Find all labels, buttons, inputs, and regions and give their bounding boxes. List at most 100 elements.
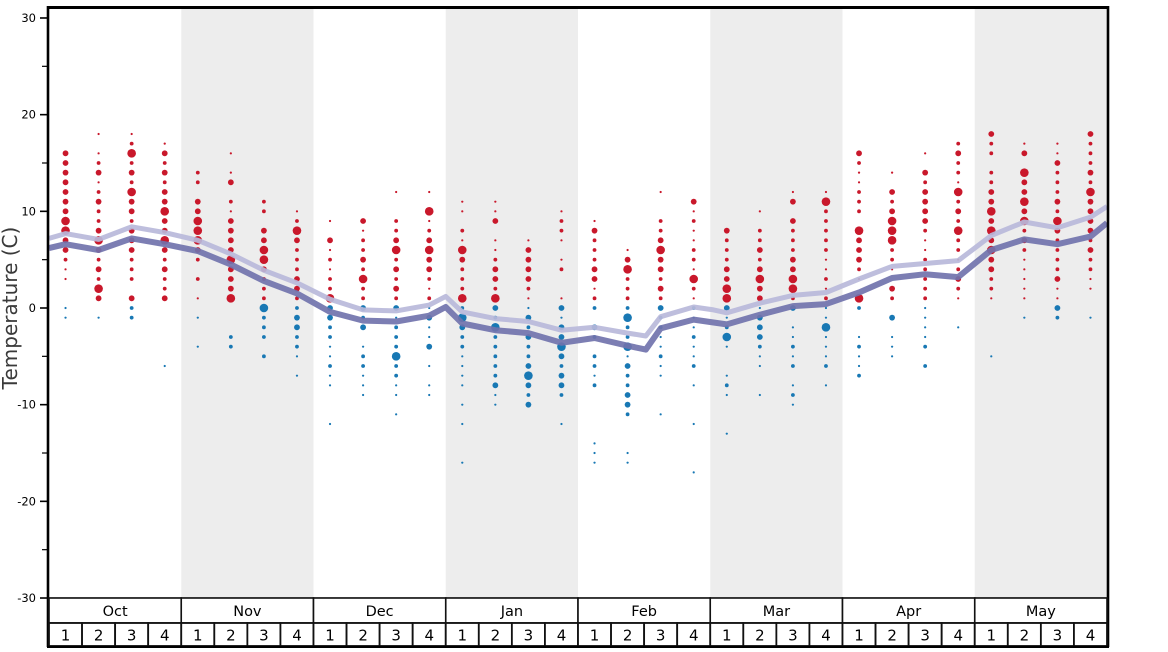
temp-dot-red xyxy=(758,210,761,213)
temp-dot-red xyxy=(824,296,828,301)
temp-dot-blue xyxy=(691,335,696,339)
temp-dot-blue xyxy=(857,364,861,368)
temp-dot-blue xyxy=(692,345,695,348)
temp-dot-red xyxy=(1021,208,1028,215)
temp-dot-red xyxy=(295,267,299,272)
temp-dot-red xyxy=(723,227,730,234)
month-label: Apr xyxy=(896,604,921,620)
temp-dot-red xyxy=(923,228,928,233)
temp-dot-red xyxy=(358,274,368,284)
temp-dot-red xyxy=(460,267,465,272)
temp-dot-red xyxy=(989,180,994,185)
temp-dot-blue xyxy=(524,371,533,380)
temp-dot-blue xyxy=(592,383,597,388)
temp-dot-red xyxy=(657,266,664,273)
temp-dot-blue xyxy=(526,354,531,359)
temp-dot-red xyxy=(1088,257,1093,262)
temp-dot-red xyxy=(62,189,69,195)
week-label: 4 xyxy=(557,627,567,645)
temp-dot-red xyxy=(195,257,200,262)
temp-dot-red xyxy=(424,245,434,255)
temp-dot-red xyxy=(953,187,963,197)
temp-dot-red xyxy=(1088,161,1093,165)
temp-dot-red xyxy=(64,268,67,271)
temp-dot-blue xyxy=(659,413,662,416)
week-label: 3 xyxy=(788,627,798,645)
temp-dot-red xyxy=(1055,267,1060,272)
temp-dot-red xyxy=(194,198,201,205)
temp-dot-red xyxy=(427,277,432,281)
temp-dot-blue xyxy=(659,335,662,339)
temp-dot-red xyxy=(62,179,69,186)
y-axis-tick-label: 10 xyxy=(21,204,36,218)
temp-dot-red xyxy=(1088,151,1093,156)
temp-dot-red xyxy=(424,207,434,216)
temp-dot-red xyxy=(96,190,101,194)
temp-dot-red xyxy=(689,274,699,284)
temp-dot-blue xyxy=(360,324,366,331)
temp-dot-red xyxy=(592,238,597,243)
temp-dot-blue xyxy=(758,306,761,310)
temp-dot-blue xyxy=(228,335,233,339)
temp-dot-red xyxy=(922,198,929,205)
temp-dot-blue xyxy=(990,355,993,358)
temp-dot-red xyxy=(1023,142,1026,145)
temp-dot-red xyxy=(1088,141,1093,146)
temp-dot-red xyxy=(593,287,596,290)
temp-dot-red xyxy=(659,190,662,194)
temp-dot-blue xyxy=(758,355,761,358)
temp-dot-blue xyxy=(525,363,532,369)
temp-dot-blue xyxy=(361,374,365,377)
temp-dot-red xyxy=(657,285,664,292)
temp-dot-red xyxy=(956,219,961,223)
temp-dot-blue xyxy=(262,325,266,330)
temp-dot-red xyxy=(328,219,332,223)
temp-dot-red xyxy=(956,170,961,175)
month-shading-band xyxy=(445,9,578,598)
temp-dot-red xyxy=(292,226,302,235)
temp-dot-red xyxy=(1087,169,1094,176)
temp-dot-red xyxy=(988,198,995,205)
temp-dot-blue xyxy=(725,316,728,319)
temp-dot-red xyxy=(824,248,828,252)
temp-dot-red xyxy=(922,169,929,176)
temp-dot-red xyxy=(228,199,233,204)
temp-dot-blue xyxy=(657,305,664,311)
temp-dot-red xyxy=(857,209,861,214)
temp-dot-blue xyxy=(428,393,431,397)
temp-dot-blue xyxy=(593,442,596,445)
temp-dot-blue xyxy=(492,382,499,389)
temp-dot-blue xyxy=(692,355,695,358)
temp-dot-red xyxy=(526,286,531,291)
temp-dot-blue xyxy=(328,374,332,377)
temp-dot-red xyxy=(723,276,730,282)
temp-dot-red xyxy=(461,210,464,213)
temp-dot-red xyxy=(791,228,795,233)
week-label: 1 xyxy=(325,627,335,645)
temp-dot-blue xyxy=(890,345,894,348)
week-label: 1 xyxy=(61,627,71,645)
temp-dot-red xyxy=(559,219,564,223)
temp-dot-red xyxy=(460,286,465,291)
temp-dot-red xyxy=(560,297,563,300)
temp-dot-red xyxy=(923,277,928,281)
temp-dot-blue xyxy=(394,364,399,368)
temp-dot-red xyxy=(492,266,499,273)
temp-dot-blue xyxy=(295,355,299,358)
temp-dot-red xyxy=(394,219,399,223)
month-cell xyxy=(841,597,976,624)
temp-dot-red xyxy=(1021,150,1028,157)
temp-dot-red xyxy=(127,187,136,197)
temp-dot-red xyxy=(195,277,200,281)
temp-dot-red xyxy=(161,150,168,157)
temp-dot-red xyxy=(691,219,696,223)
temp-dot-red xyxy=(788,274,798,284)
week-label: 4 xyxy=(953,627,963,645)
temp-dot-red xyxy=(129,219,134,223)
temp-dot-red xyxy=(690,198,697,205)
temp-dot-red xyxy=(96,277,101,281)
temp-dot-blue xyxy=(228,344,233,349)
temp-dot-red xyxy=(161,247,168,253)
temp-dot-blue xyxy=(824,345,828,348)
temp-dot-red xyxy=(857,171,861,174)
